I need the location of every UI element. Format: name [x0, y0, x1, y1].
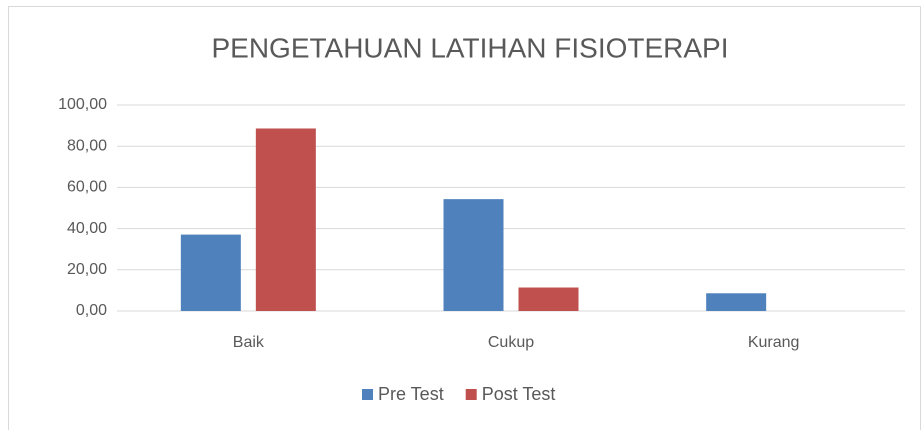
chart-frame	[8, 6, 921, 430]
y-tick-label: 20,00	[67, 261, 107, 278]
x-tick-label: Cukup	[488, 334, 534, 351]
bar	[518, 287, 579, 311]
y-tick-label: 0,00	[76, 302, 107, 319]
bar	[180, 234, 241, 311]
legend-label: Post Test	[482, 384, 556, 404]
legend-swatch	[362, 389, 373, 400]
legend-swatch	[465, 389, 477, 400]
y-tick-label: 40,00	[67, 220, 107, 237]
legend-label: Pre Test	[378, 384, 444, 404]
bar	[706, 293, 767, 311]
bar	[443, 199, 504, 311]
x-tick-label: Kurang	[748, 334, 800, 351]
y-tick-label: 100,00	[58, 96, 107, 113]
y-tick-label: 60,00	[67, 179, 107, 196]
x-tick-label: Baik	[233, 334, 265, 351]
y-tick-label: 80,00	[67, 137, 107, 154]
chart-title: PENGETAHUAN LATIHAN FISIOTERAPI	[211, 32, 728, 63]
bar	[255, 128, 316, 311]
